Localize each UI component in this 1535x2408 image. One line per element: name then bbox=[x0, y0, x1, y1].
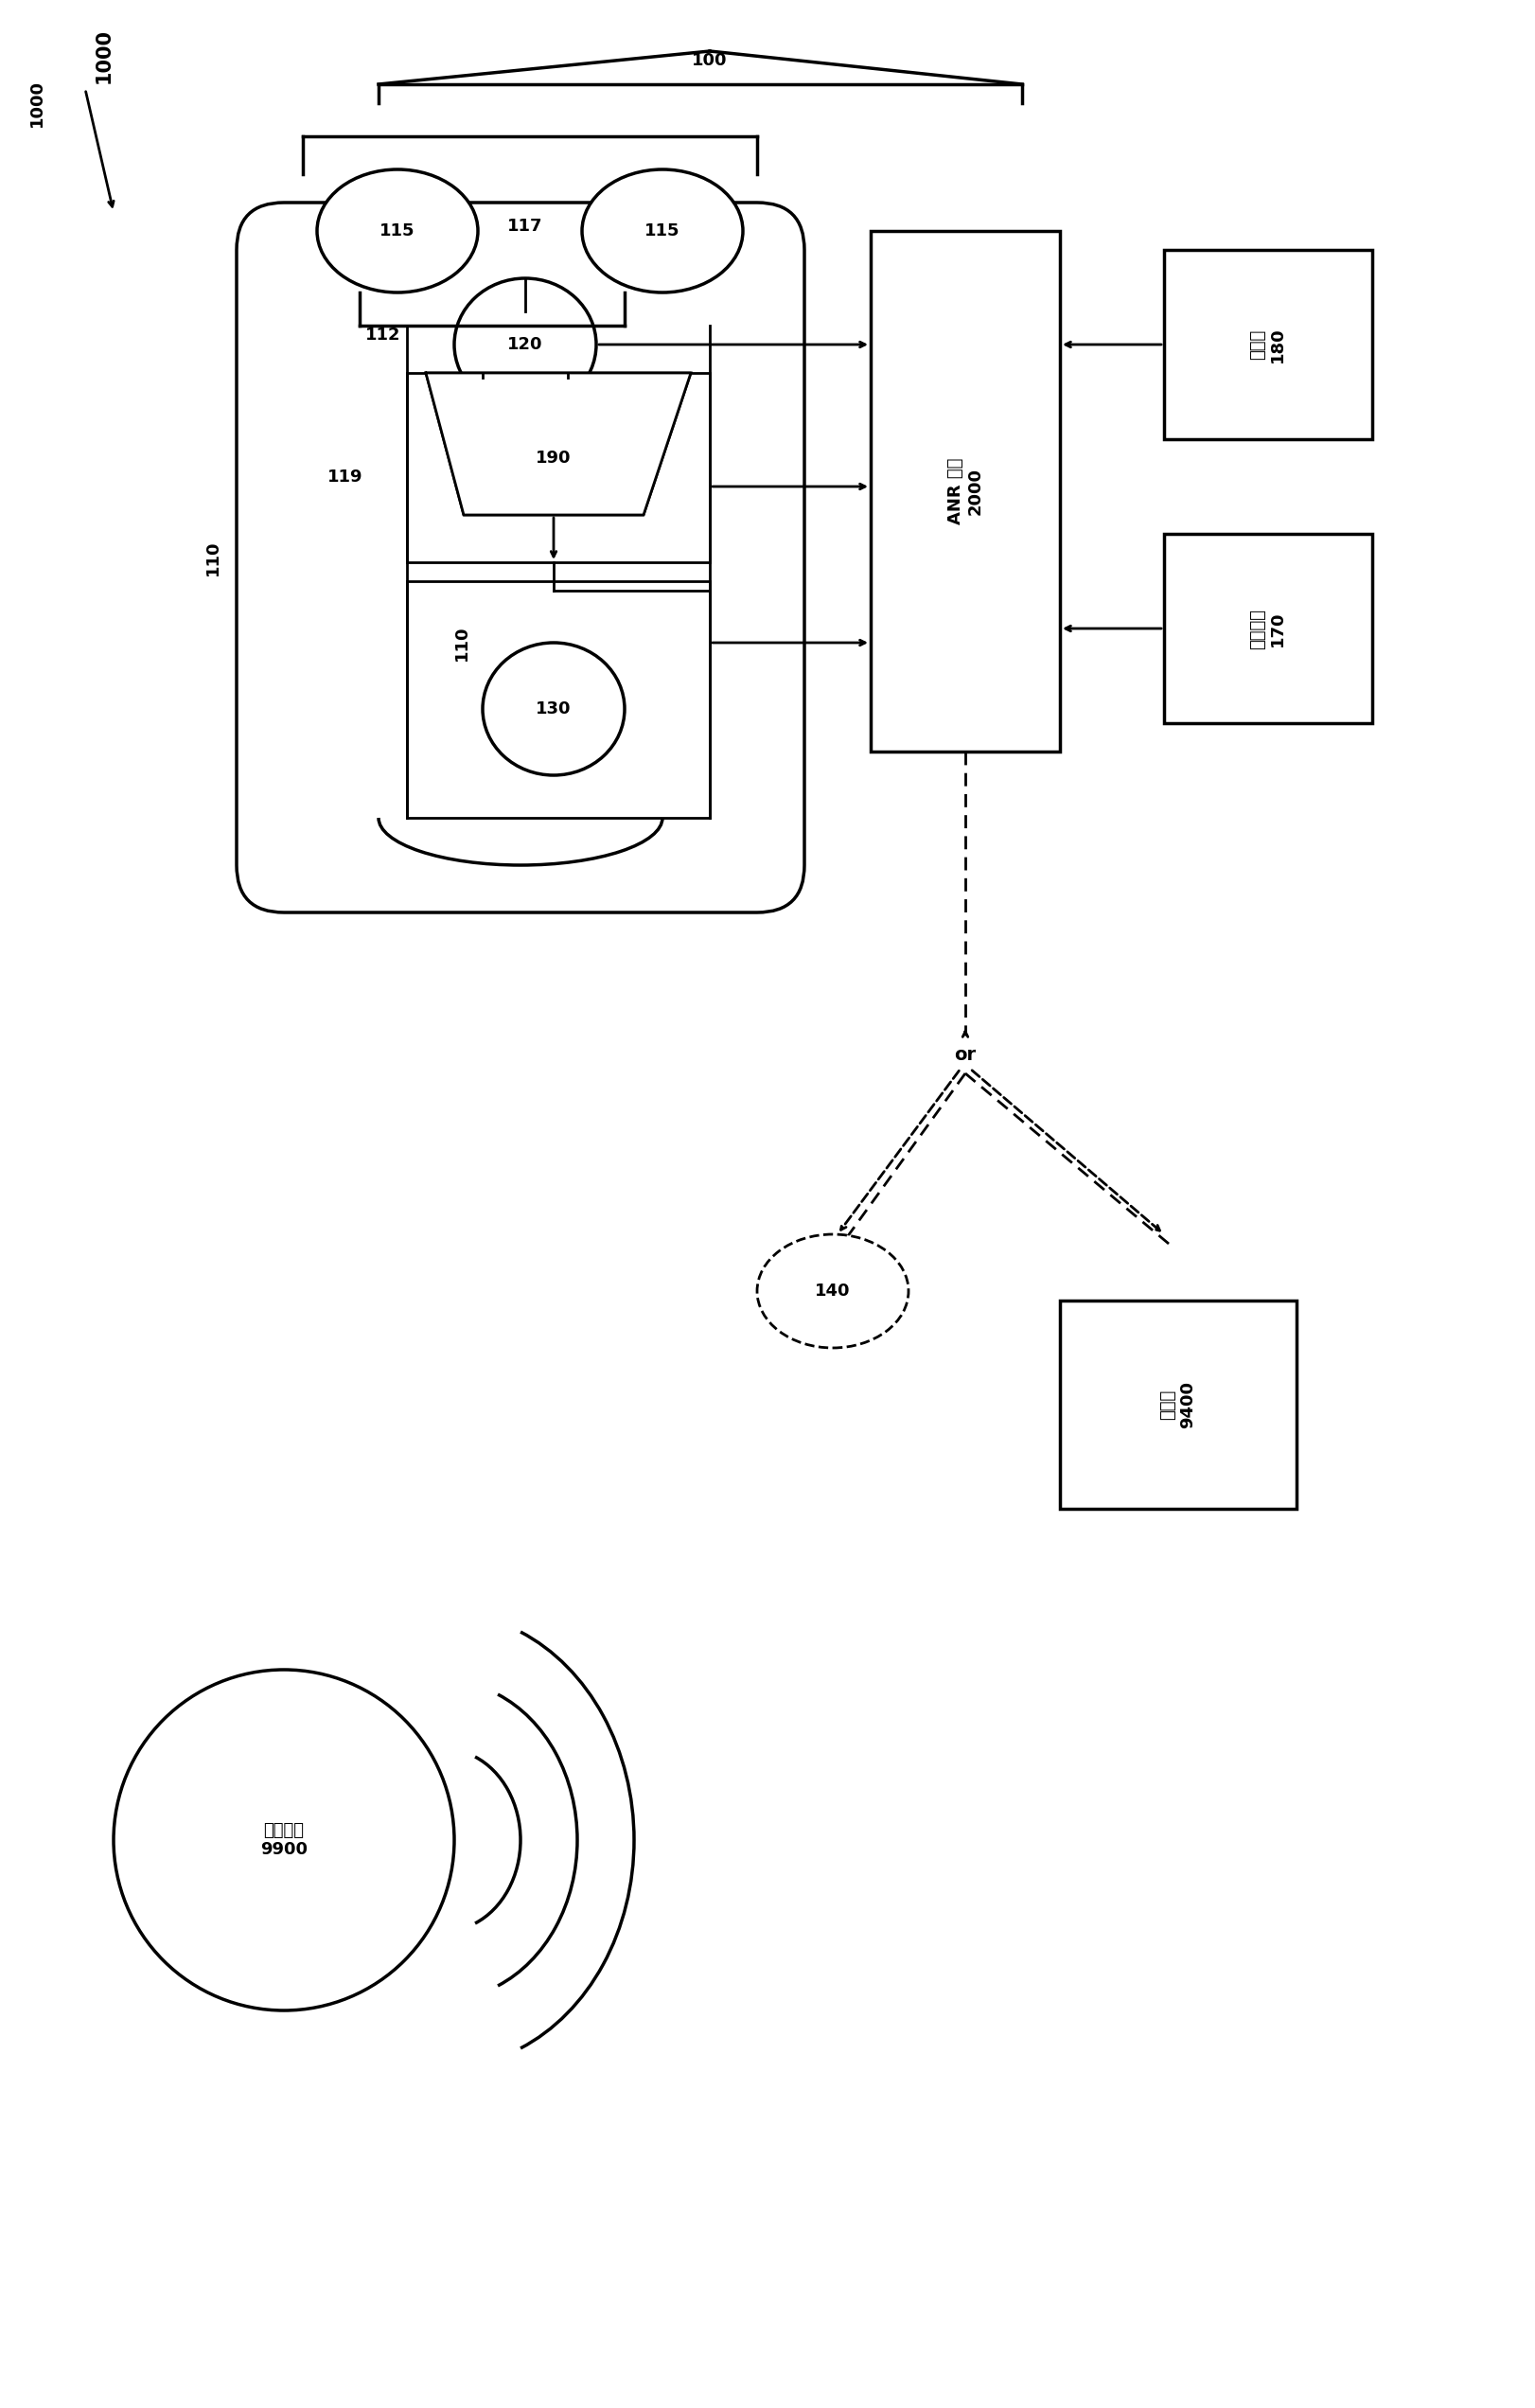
FancyBboxPatch shape bbox=[407, 373, 709, 561]
Polygon shape bbox=[425, 373, 691, 515]
Ellipse shape bbox=[454, 279, 596, 412]
Text: 140: 140 bbox=[815, 1283, 850, 1300]
Text: or: or bbox=[955, 1045, 976, 1064]
Ellipse shape bbox=[318, 169, 477, 291]
FancyBboxPatch shape bbox=[236, 202, 804, 913]
Circle shape bbox=[114, 1669, 454, 2011]
FancyBboxPatch shape bbox=[407, 580, 709, 819]
Text: 119: 119 bbox=[327, 470, 364, 486]
FancyBboxPatch shape bbox=[1164, 535, 1372, 722]
Text: 112: 112 bbox=[365, 327, 401, 344]
FancyBboxPatch shape bbox=[1061, 1300, 1297, 1510]
Ellipse shape bbox=[482, 643, 625, 775]
Ellipse shape bbox=[582, 169, 743, 291]
Text: 1000: 1000 bbox=[95, 29, 114, 84]
Text: 110: 110 bbox=[204, 539, 221, 576]
Text: 110: 110 bbox=[453, 626, 470, 660]
FancyBboxPatch shape bbox=[870, 231, 1061, 751]
Text: 音频源
9400: 音频源 9400 bbox=[1160, 1382, 1197, 1428]
Text: 1000: 1000 bbox=[28, 79, 46, 128]
FancyBboxPatch shape bbox=[1164, 250, 1372, 438]
Text: 130: 130 bbox=[536, 701, 571, 718]
Text: 120: 120 bbox=[508, 337, 543, 354]
Text: ANR 电路
2000: ANR 电路 2000 bbox=[947, 458, 984, 525]
Text: 100: 100 bbox=[692, 53, 728, 70]
Text: 环境声音
9900: 环境声音 9900 bbox=[261, 1823, 307, 1859]
Text: 存储器件
170: 存储器件 170 bbox=[1249, 609, 1286, 648]
Text: 功放源
180: 功放源 180 bbox=[1249, 327, 1286, 361]
Text: 115: 115 bbox=[645, 222, 680, 238]
Text: 115: 115 bbox=[379, 222, 414, 238]
Ellipse shape bbox=[757, 1235, 909, 1348]
Text: 117: 117 bbox=[508, 217, 543, 234]
Text: 190: 190 bbox=[536, 450, 571, 467]
